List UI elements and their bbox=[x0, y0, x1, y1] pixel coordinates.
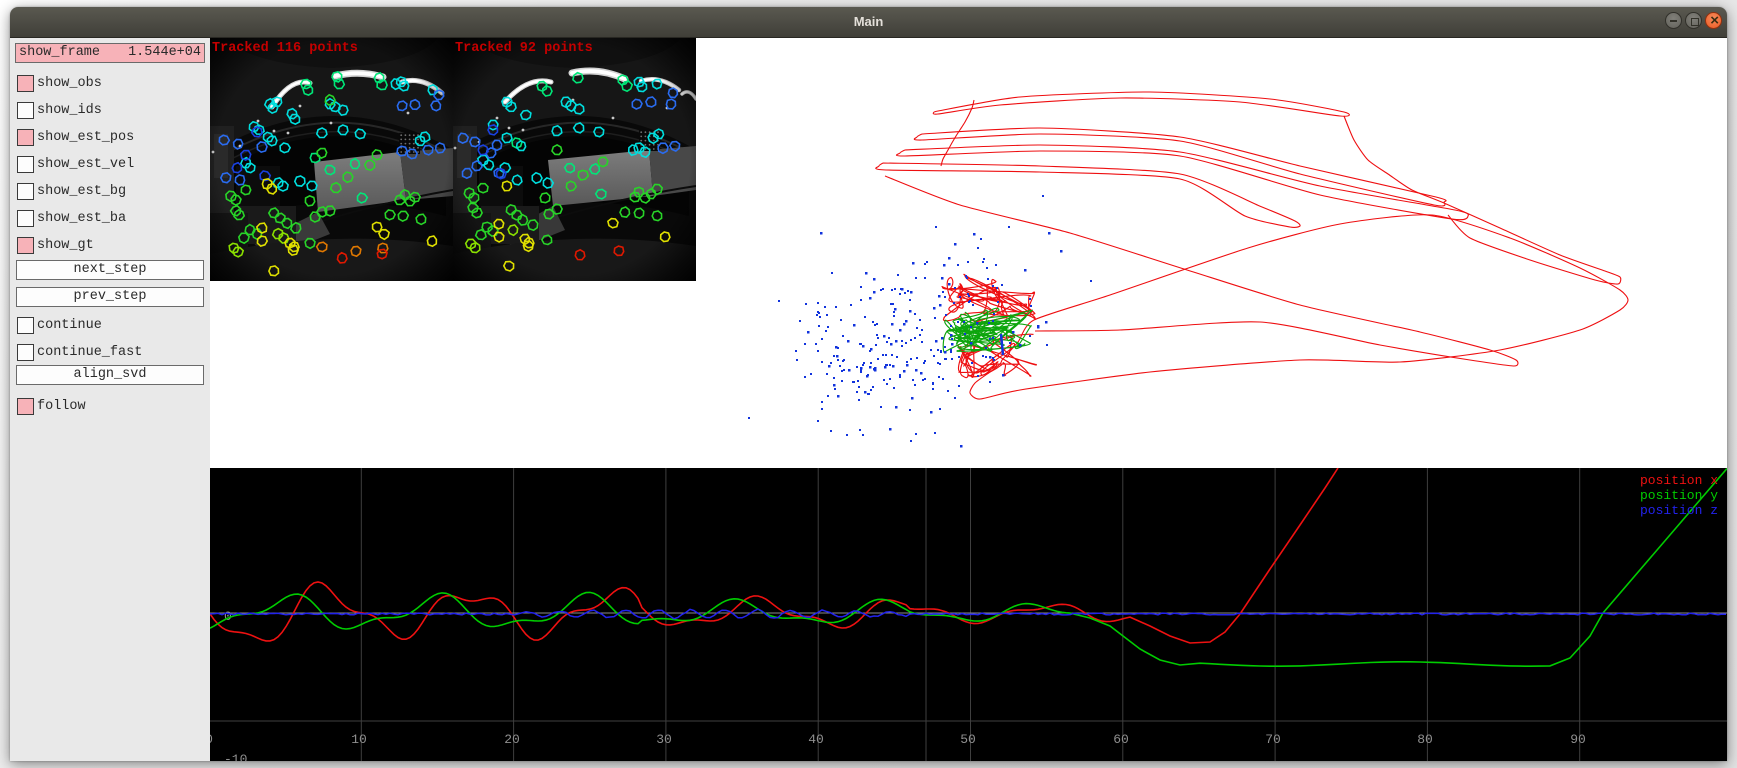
svg-text:80: 80 bbox=[1417, 732, 1433, 747]
svg-text:position x: position x bbox=[1640, 473, 1718, 488]
svg-text:Tracked 92 points: Tracked 92 points bbox=[455, 41, 593, 56]
svg-text:10: 10 bbox=[351, 732, 367, 747]
svg-text:20: 20 bbox=[504, 732, 520, 747]
svg-text:30: 30 bbox=[656, 732, 672, 747]
svg-text:0: 0 bbox=[210, 732, 213, 747]
svg-text:position y: position y bbox=[1640, 488, 1718, 503]
svg-text:Tracked 116 points: Tracked 116 points bbox=[212, 41, 358, 56]
svg-text:-10: -10 bbox=[224, 752, 247, 761]
svg-text:position z: position z bbox=[1640, 503, 1718, 518]
svg-text:70: 70 bbox=[1265, 732, 1281, 747]
svg-text:60: 60 bbox=[1113, 732, 1129, 747]
svg-text:90: 90 bbox=[1570, 732, 1586, 747]
svg-text:50: 50 bbox=[960, 732, 976, 747]
svg-text:40: 40 bbox=[808, 732, 824, 747]
svg-text:0: 0 bbox=[224, 609, 232, 624]
